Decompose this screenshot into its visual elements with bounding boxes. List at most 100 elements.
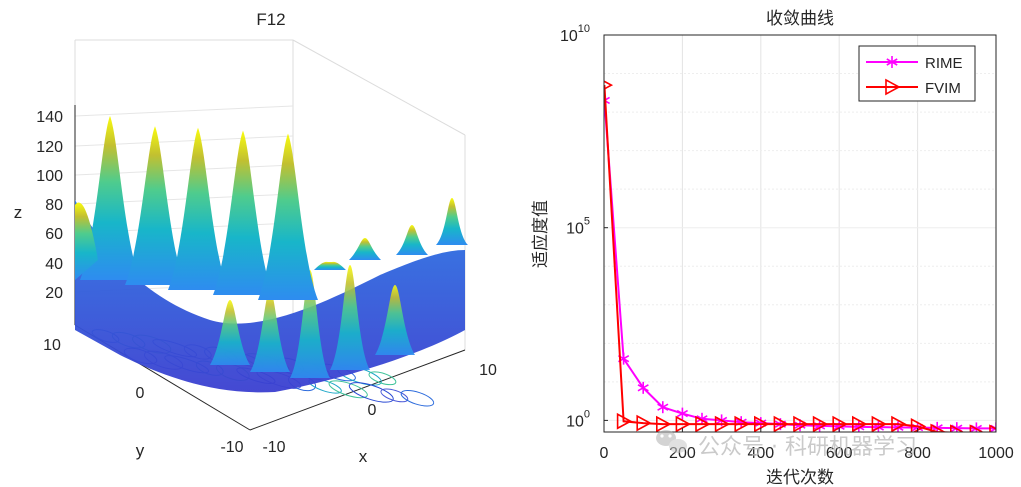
x-tick-label: 1000 [978, 445, 1014, 462]
x-tick-label: 800 [904, 445, 931, 462]
wechat-icon [656, 430, 687, 453]
marker-stroke [676, 409, 688, 418]
triangle-marker [675, 415, 692, 432]
triangle-marker [832, 415, 848, 432]
surface-edge-ridge [75, 202, 98, 280]
z-tick-label: 80 [45, 197, 63, 214]
surface-x-ticks: -10 0 10 [262, 362, 497, 456]
z-tick-label: 100 [36, 168, 63, 185]
y-tick-label: -10 [220, 439, 243, 456]
triangle-marker [773, 415, 790, 432]
z-gridline [74, 105, 294, 117]
asterisk-marker [886, 56, 898, 68]
convergence-y-label: 适应度值 [531, 200, 551, 268]
x-tick-label: 600 [826, 445, 853, 462]
asterisk-marker [676, 407, 688, 420]
triangle-marker [754, 415, 770, 432]
surface-peak [213, 130, 273, 295]
x-tick-label: 0 [600, 445, 609, 462]
contour-line [380, 388, 409, 403]
surface-minor-peak [314, 261, 346, 270]
asterisk-marker [657, 401, 669, 414]
x-tick-label: 10 [479, 362, 497, 379]
y-tick-label: 1010 [560, 23, 590, 45]
legend: RIME FVIM [858, 45, 976, 102]
asterisk-marker [637, 381, 649, 394]
marker-stroke [637, 384, 649, 392]
surface-mesh [75, 116, 468, 393]
triangle-marker [852, 415, 868, 432]
surface-foothill [375, 285, 415, 355]
surface-minor-peak [396, 225, 428, 255]
marker-stroke [912, 423, 924, 432]
surface-foothill [210, 300, 250, 365]
surface-z-ticks: 20 40 60 80 100 120 140 [36, 109, 63, 302]
legend-box [858, 45, 976, 102]
triangle-marker [930, 423, 946, 432]
triangle-marker [969, 424, 984, 432]
watermark: 公众号 · 科研机器学习 [656, 430, 917, 460]
surface-base [75, 200, 465, 393]
contour-line [348, 382, 394, 403]
marker-stroke [990, 427, 996, 432]
legend-items: RIME FVIM [866, 55, 963, 97]
surface-minor-peak [436, 198, 468, 245]
legend-label: RIME [925, 55, 963, 72]
triangle-marker [891, 415, 907, 432]
surface-foothill [290, 270, 330, 378]
z-tick-label: 40 [45, 256, 63, 273]
surface-foothill [330, 265, 370, 370]
surface-minor-peak [349, 238, 381, 260]
triangle-marker [793, 415, 809, 432]
marker-stroke [657, 403, 669, 411]
triangle-marker [695, 415, 711, 432]
triangle-marker [885, 78, 901, 96]
triangle-marker [636, 414, 652, 432]
contour-line [400, 389, 435, 407]
contour-line [328, 380, 368, 399]
convergence-x-label: 迭代次数 [766, 468, 834, 487]
triangle-marker [604, 80, 614, 91]
surface-y-label: y [136, 441, 145, 460]
surface-y-ticks: -10 0 10 [43, 337, 244, 456]
surface-plot: F12 z y x 20 40 60 80 100 120 140 -10 0 10 -10 0 1… [14, 10, 497, 466]
z-tick-label: 120 [36, 139, 63, 156]
triangle-marker [616, 412, 633, 430]
plot-frame [603, 34, 997, 433]
y-tick-label: 10 [43, 337, 61, 354]
z-tick-label: 140 [36, 109, 63, 126]
marker-stroke [886, 58, 898, 66]
triangle-marker [734, 415, 750, 432]
convergence-y-ticks: 100 105 1010 [560, 23, 608, 430]
legend-label: FVIM [925, 80, 961, 97]
x-tick-label: 0 [368, 402, 377, 419]
watermark-text: 公众号 · 科研机器学习 [698, 435, 917, 460]
surface-x-label: x [359, 447, 368, 466]
asterisk-marker [696, 412, 708, 425]
z-tick-label: 60 [45, 226, 63, 243]
legend-item: FVIM [866, 78, 961, 97]
surface-title: F12 [256, 10, 285, 29]
legend-item: RIME [866, 55, 963, 72]
triangle-marker [950, 424, 965, 432]
y-tick-label: 100 [566, 408, 590, 430]
triangle-marker [714, 415, 731, 432]
surface-foothill [250, 290, 290, 372]
y-tick-label: 0 [136, 385, 145, 402]
z-tick-label: 20 [45, 285, 63, 302]
convergence-title: 收敛曲线 [766, 9, 834, 29]
surface-peak [258, 133, 318, 300]
surface-peak [80, 116, 140, 280]
surface-peak [125, 126, 185, 286]
series-fvim [604, 80, 996, 432]
contour-line [368, 371, 397, 386]
y-tick-label: 105 [566, 216, 590, 238]
x-tick-label: 400 [747, 445, 774, 462]
triangle-marker [812, 415, 829, 432]
triangle-marker [871, 415, 888, 432]
marker-stroke [696, 415, 708, 423]
surface-peak [168, 127, 228, 290]
triangle-marker [656, 415, 672, 432]
